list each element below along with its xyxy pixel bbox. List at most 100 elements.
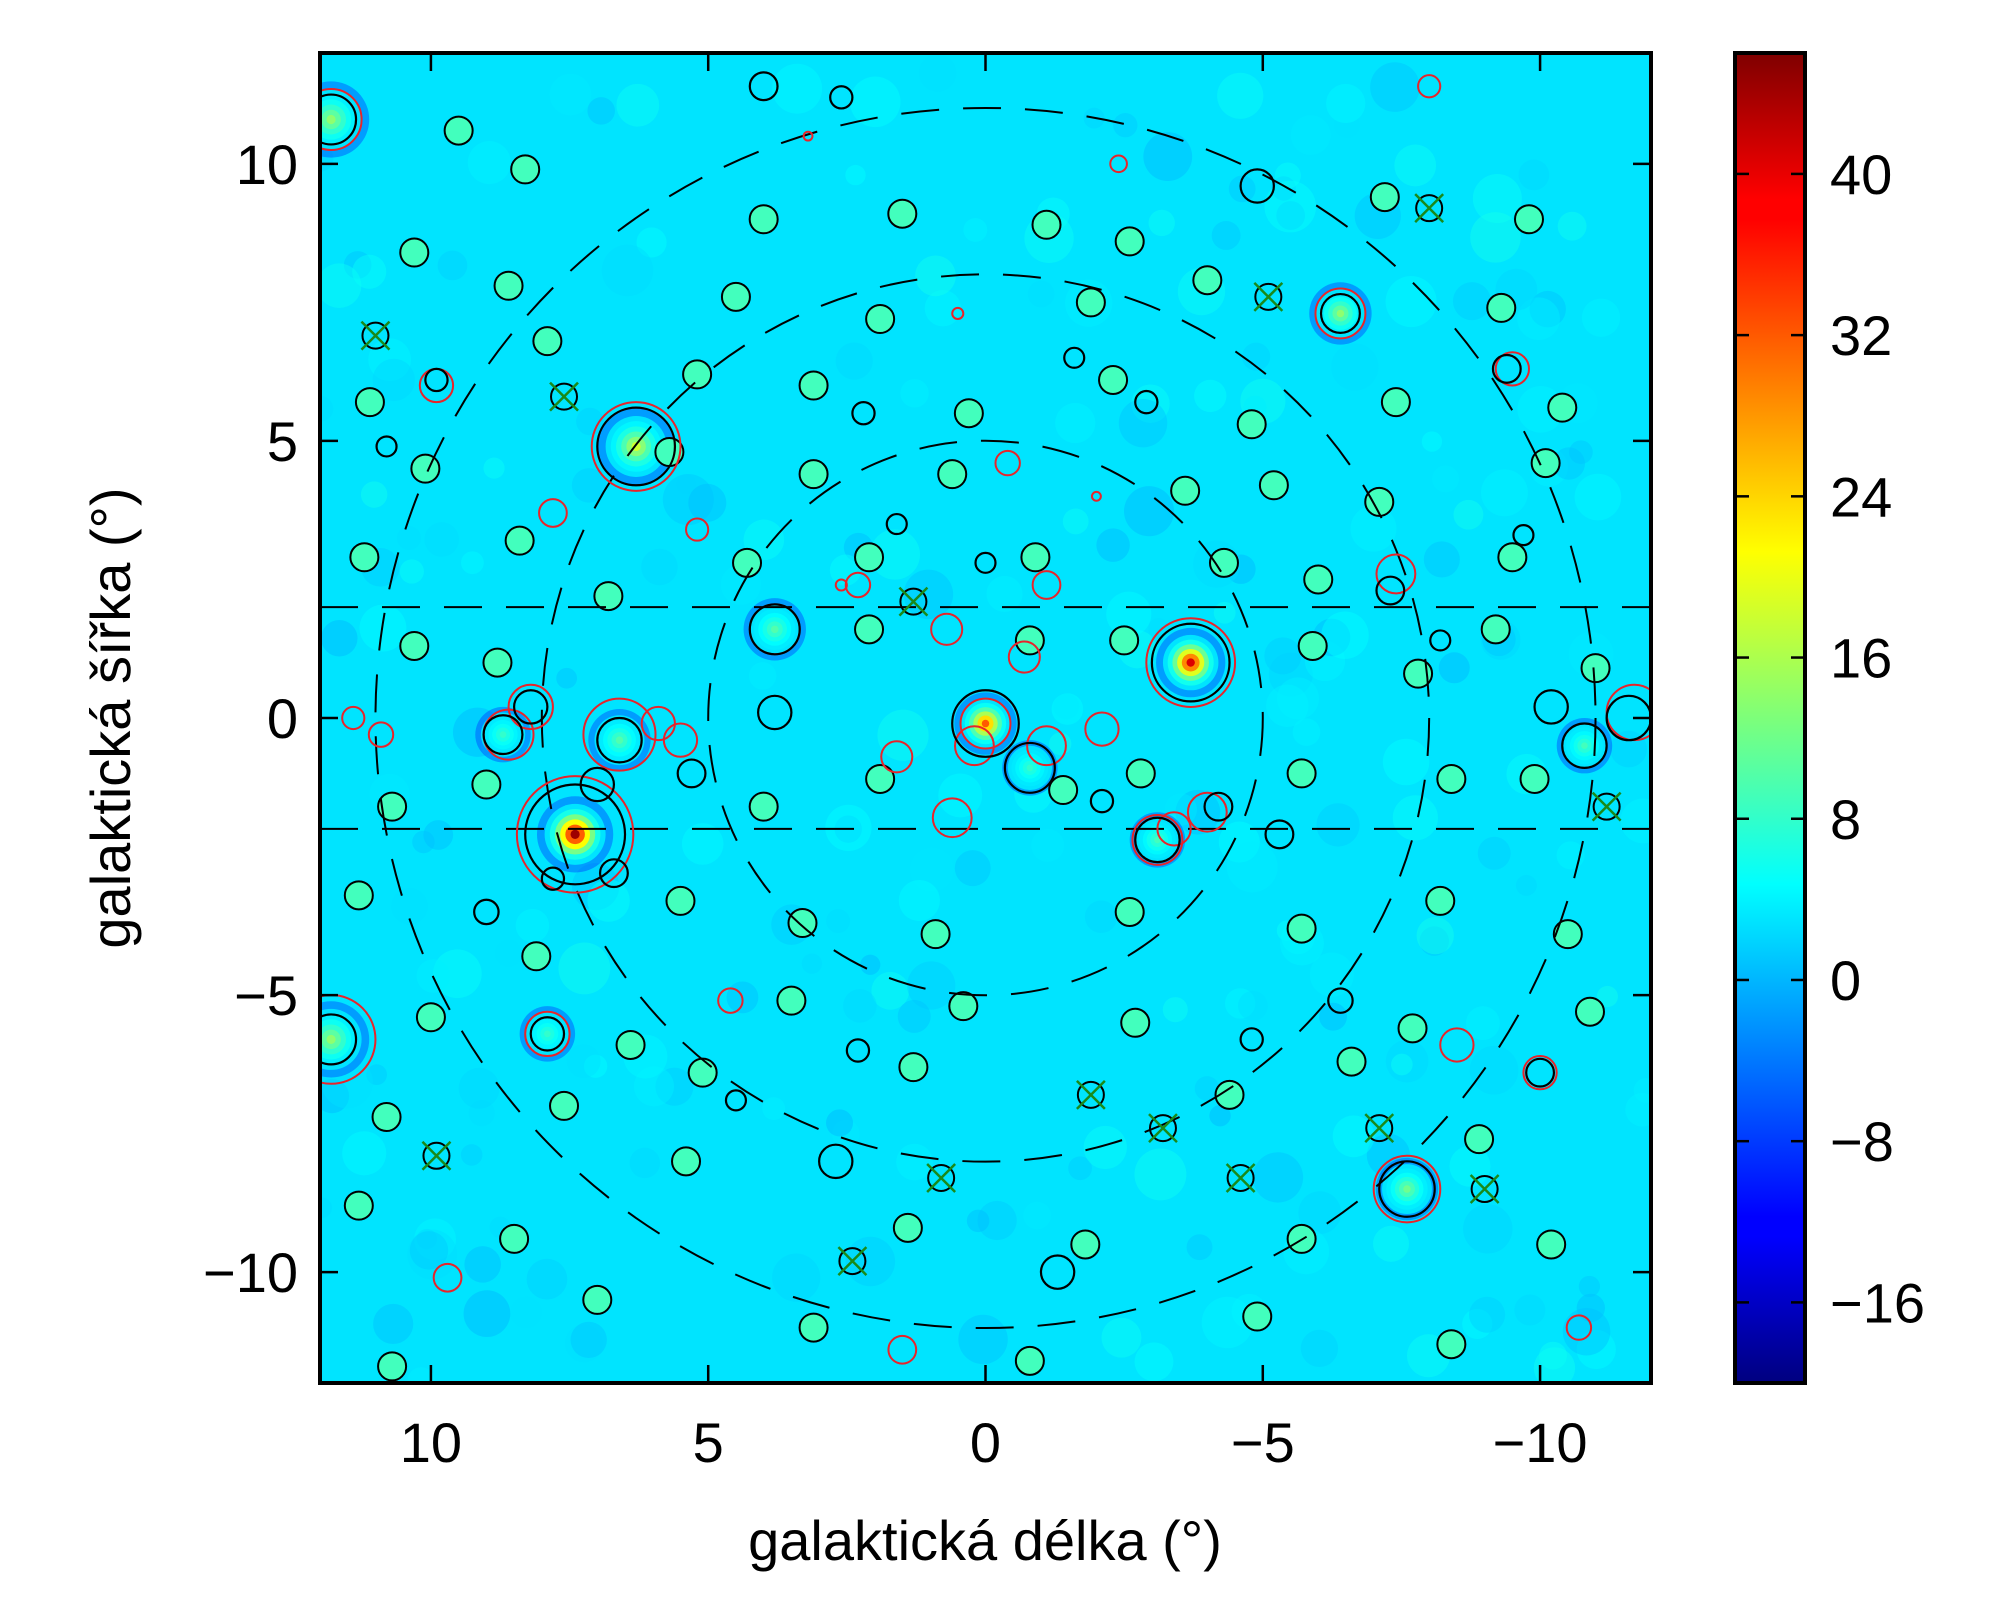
cross-circle xyxy=(422,1141,451,1170)
noise-blob xyxy=(954,850,991,887)
minor-source xyxy=(504,525,535,556)
red-catalog-circle xyxy=(1565,1314,1593,1341)
minor-source xyxy=(687,1057,718,1088)
minor-source xyxy=(443,115,474,146)
noise-blob xyxy=(636,227,667,258)
noise-blob xyxy=(1620,798,1651,844)
black-catalog-circle xyxy=(885,512,908,536)
minor-source xyxy=(1120,1007,1151,1038)
source-layer xyxy=(1581,742,1588,750)
noise-blob xyxy=(1514,1294,1546,1326)
minor-source xyxy=(1480,614,1511,645)
colorbar-tick-label: 16 xyxy=(1830,627,1892,690)
noise-blob xyxy=(1578,1275,1601,1298)
source-layer xyxy=(544,1030,551,1038)
noise-blob xyxy=(464,1246,501,1283)
green-cross-marker xyxy=(1148,1113,1178,1143)
noise-blob xyxy=(1453,499,1484,530)
red-catalog-circle xyxy=(1026,725,1067,767)
noise-blob xyxy=(633,1066,675,1107)
source-layer xyxy=(326,114,336,125)
minor-source xyxy=(343,1190,374,1221)
minor-source xyxy=(1530,448,1561,479)
red-catalog-circle xyxy=(1522,1055,1558,1091)
noise-blob xyxy=(1213,601,1236,624)
noise-blob xyxy=(1454,457,1502,505)
red-catalog-circle xyxy=(341,705,366,731)
noise-blob xyxy=(1276,677,1320,720)
minor-source xyxy=(593,581,624,612)
bright-source xyxy=(1002,740,1058,796)
black-catalog-circle xyxy=(1239,1027,1264,1052)
noise-blob xyxy=(1385,276,1437,328)
minor-source xyxy=(1497,542,1528,573)
noise-blob xyxy=(1465,1006,1500,1041)
minor-source xyxy=(1536,1229,1567,1260)
noise-blob xyxy=(407,1367,435,1383)
colorbar-tick-label: 0 xyxy=(1830,949,1861,1012)
x-tick-label: 10 xyxy=(400,1411,462,1474)
bright-source xyxy=(1129,812,1186,868)
noise-blob xyxy=(1625,1092,1651,1127)
minor-source xyxy=(1214,1079,1245,1110)
noise-blob xyxy=(915,255,956,297)
minor-source xyxy=(1580,653,1611,684)
noise-blob xyxy=(1533,1347,1576,1383)
source-layer xyxy=(1336,309,1345,318)
bright-source xyxy=(1156,627,1226,698)
source-layer xyxy=(499,731,507,738)
black-catalog-circle xyxy=(1491,353,1522,384)
noise-blob xyxy=(826,909,851,934)
red-catalog-circle xyxy=(887,1334,918,1365)
y-tick-label: 5 xyxy=(267,410,298,473)
black-catalog-circle xyxy=(851,401,876,426)
red-catalog-circle xyxy=(367,721,395,748)
red-catalog-circle xyxy=(524,1010,571,1058)
plot-frame xyxy=(318,51,1653,1385)
noise-blob xyxy=(772,63,823,114)
cross-circle xyxy=(838,1247,867,1276)
green-cross-marker xyxy=(1414,193,1445,224)
black-catalog-circle xyxy=(748,71,779,102)
minor-source xyxy=(615,1029,646,1060)
noise-blob xyxy=(1023,1201,1051,1230)
minor-source xyxy=(1364,486,1395,517)
x-tick-label: −5 xyxy=(1231,1411,1295,1474)
noise-blob xyxy=(801,953,823,974)
minor-source xyxy=(1242,1301,1273,1332)
cross-stroke xyxy=(837,1246,868,1276)
noise-blob xyxy=(1194,1076,1220,1101)
minor-source xyxy=(1286,758,1317,789)
minor-source xyxy=(1098,364,1129,395)
black-catalog-circle xyxy=(579,766,616,803)
noise-blob xyxy=(373,1303,414,1345)
black-catalog-circle xyxy=(974,551,997,574)
black-catalog-circle xyxy=(1533,689,1569,725)
noise-blob xyxy=(1432,465,1460,493)
minor-source xyxy=(665,885,696,916)
minor-source xyxy=(798,459,829,490)
noise-blob xyxy=(772,1253,821,1302)
minor-source xyxy=(549,1090,580,1121)
x-tick-label: −10 xyxy=(1493,1411,1588,1474)
minor-source xyxy=(798,1312,829,1343)
noise-blob xyxy=(1053,693,1080,720)
colorbar-tick-label: 8 xyxy=(1830,788,1861,851)
black-catalog-circle xyxy=(951,689,1020,758)
black-catalog-circle xyxy=(757,694,793,731)
ring xyxy=(707,439,1264,997)
colorbar-tick-label: 40 xyxy=(1830,143,1892,206)
noise-blob xyxy=(391,887,428,925)
colorbar-ticks: 40 32 24 16 8 0 −8 −16 xyxy=(1735,143,1925,1334)
black-catalog-circle xyxy=(1150,622,1231,703)
cross-stroke xyxy=(898,586,929,617)
black-catalog-circle xyxy=(596,716,643,764)
red-catalog-circle xyxy=(834,578,848,592)
noise-blob xyxy=(662,474,714,526)
y-tick-label: −5 xyxy=(234,964,298,1027)
black-catalog-circle xyxy=(1134,816,1181,864)
red-catalog-circle xyxy=(685,517,710,542)
noise-blob xyxy=(458,1067,500,1109)
cross-circle xyxy=(1148,1114,1177,1143)
cross-stroke xyxy=(926,1163,957,1193)
